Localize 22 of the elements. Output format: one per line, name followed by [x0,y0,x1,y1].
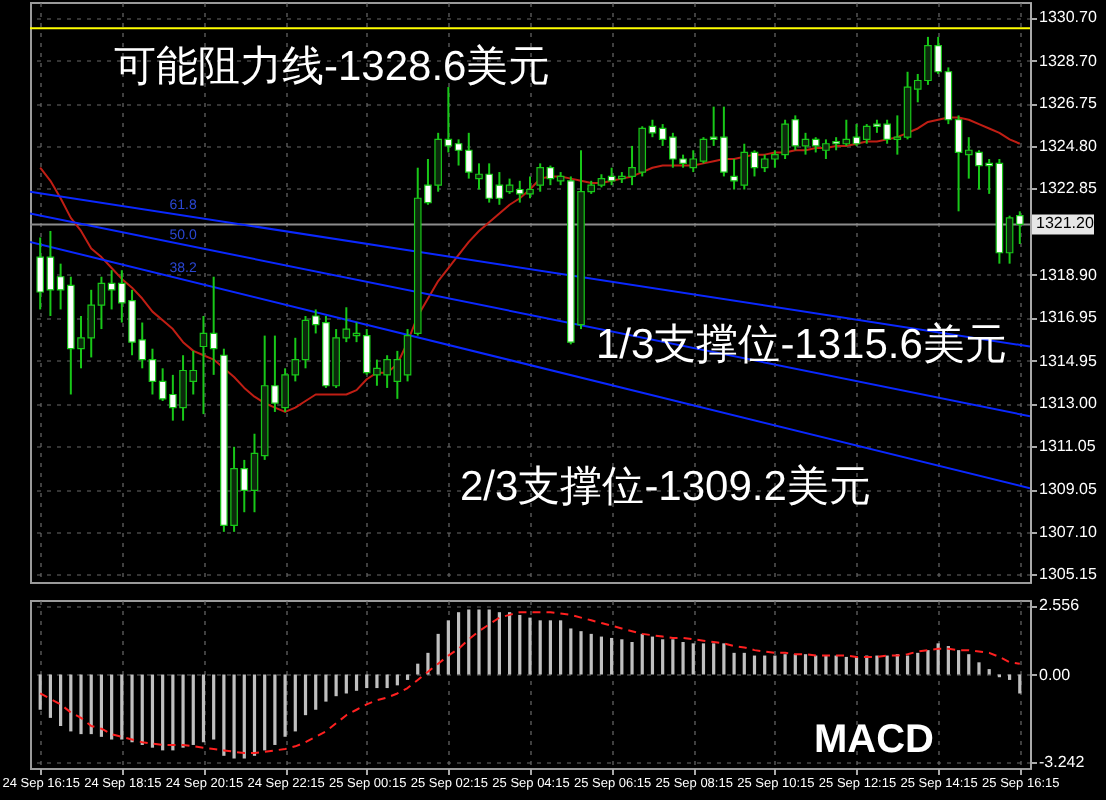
y-tick-label: 1311.05 [1039,436,1097,455]
annotation: MACD [814,718,934,762]
annotation: 2/3支撑位-1309.2美元 [460,464,871,510]
y-tick-label: 1326.75 [1039,94,1098,113]
line-series [39,116,1021,413]
ref-line-label: 1321.20 [1036,214,1095,233]
y-tick-label: 0.00 [1039,665,1072,684]
y-tick-label: 1316.95 [1039,308,1098,327]
y-tick-label: 1313.00 [1039,394,1098,413]
y-tick-label: 1330.70 [1039,8,1098,27]
y-tick-label: 1314.95 [1039,351,1098,370]
line-series [39,611,1021,755]
y-tick-label: 1318.90 [1039,265,1098,284]
annotation: 可能阻力线-1328.6美元 [114,44,551,90]
y-tick-label: 1322.85 [1039,179,1098,198]
y-tick-label: 1328.70 [1039,51,1098,70]
y-tick-label: 1324.80 [1039,136,1098,155]
y-tick-label: 1309.05 [1039,480,1098,499]
y-tick-label: -3.242 [1039,753,1086,772]
y-tick-label: 1305.15 [1039,565,1098,584]
y-tick-label: 1307.10 [1039,522,1098,541]
y-tick-label: 2.556 [1039,596,1081,615]
